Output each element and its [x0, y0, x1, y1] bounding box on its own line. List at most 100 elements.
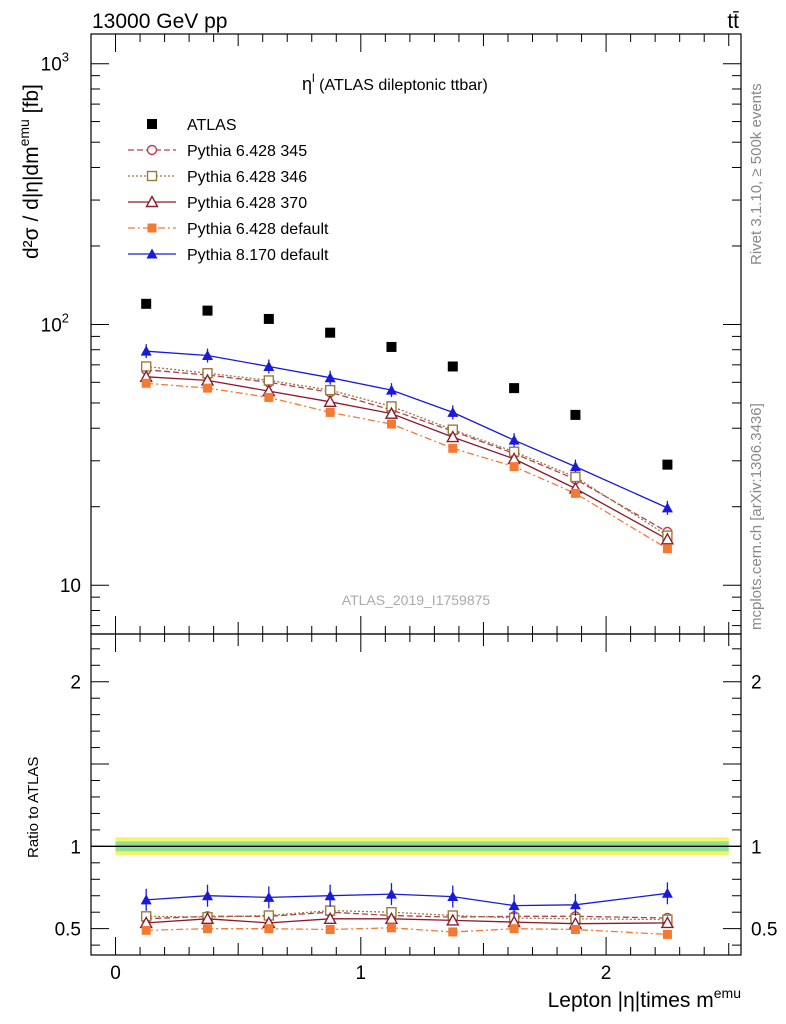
ratio-plot: 0.5 0.5 1 1 2 2 0 1 2: [55, 633, 777, 984]
data-point: [661, 502, 673, 513]
legend-marker: [147, 119, 157, 129]
legend-marker: [147, 223, 157, 233]
ratio-frame: [90, 633, 742, 956]
data-point: [263, 360, 275, 371]
data-point: [385, 384, 397, 395]
ratio-point: [447, 891, 459, 902]
ratio-y-tick-label-right: 0.5: [751, 920, 777, 941]
data-point: [508, 434, 520, 445]
data-point: [570, 488, 580, 498]
ratio-point: [662, 929, 672, 939]
ratio-point: [384, 911, 399, 924]
series-line: [146, 376, 668, 540]
ratio-point: [661, 887, 673, 898]
process-label: tt̄: [727, 10, 739, 33]
ratio-point: [202, 890, 214, 901]
y-tick-label: 103: [41, 50, 69, 76]
data-point: [140, 345, 152, 356]
legend-label: Pythia 6.428 370: [187, 195, 307, 212]
ratio-y-tick-label: 1: [70, 837, 81, 858]
y-axis-label: d²σ / d|η|dmemu [fb]: [16, 84, 43, 259]
data-point: [325, 327, 336, 338]
data-point: [325, 407, 335, 417]
data-point: [140, 361, 152, 372]
ratio-point: [448, 927, 458, 937]
rivet-label: Rivet 3.1.10, ≥ 500k events: [748, 83, 765, 265]
ratio-y-axis-label: Ratio to ATLAS: [25, 757, 42, 858]
data-point: [263, 313, 274, 324]
data-point: [264, 392, 274, 402]
main-plot-title: ηl (ATLAS dileptonic ttbar): [302, 71, 488, 94]
y-tick-label: 10: [60, 576, 81, 597]
ratio-y-tick-label: 0.5: [55, 920, 81, 941]
data-point: [384, 406, 399, 419]
data-point: [446, 430, 460, 443]
data-point: [570, 471, 581, 483]
data-point: [662, 459, 673, 470]
data-point: [141, 378, 151, 388]
x-tick-label: 1: [356, 963, 367, 984]
ratio-y-tick-label-right: 2: [751, 673, 762, 694]
ratio-y-tick-label: 2: [70, 673, 81, 694]
ratio-point: [385, 888, 397, 899]
ratio-point: [446, 913, 460, 926]
ratio-point: [264, 924, 274, 934]
ratio-point: [660, 915, 675, 929]
ratio-point: [203, 924, 213, 934]
x-tick-label: 0: [110, 963, 121, 984]
series-line: [146, 365, 668, 537]
ratio-point: [508, 900, 520, 911]
ratio-point: [140, 894, 152, 905]
ratio-point: [325, 924, 335, 934]
energy-label: 13000 GeV pp: [92, 10, 227, 33]
legend-marker: [146, 144, 158, 156]
data-point: [386, 341, 397, 352]
ratio-line: [146, 892, 668, 907]
x-tick-label: 2: [601, 963, 612, 984]
ratio-line: [146, 909, 668, 921]
ratio-point: [141, 925, 151, 935]
data-point: [447, 406, 459, 417]
legend-label: Pythia 6.428 345: [187, 143, 307, 160]
legend-marker: [146, 248, 158, 259]
ratio-point: [324, 890, 336, 901]
legend-label: ATLAS: [187, 117, 237, 134]
ratio-point: [386, 923, 396, 933]
series-line: [146, 369, 668, 533]
ratio-line: [146, 918, 668, 925]
data-point: [202, 350, 214, 361]
data-point: [570, 409, 581, 420]
ratio-point: [263, 891, 275, 902]
data-point: [660, 532, 675, 545]
ratio-point: [509, 924, 519, 934]
ratio-point: [323, 911, 337, 924]
data-point: [323, 394, 337, 408]
data-point: [141, 298, 152, 309]
y-tick-label: 102: [41, 310, 69, 336]
data-point: [202, 305, 213, 316]
legend-label: Pythia 6.428 346: [187, 169, 307, 186]
ratio-point: [200, 911, 215, 924]
legend-label: Pythia 8.170 default: [187, 247, 329, 264]
data-point: [324, 384, 336, 396]
legend-label: Pythia 6.428 default: [187, 221, 329, 238]
legend-marker: [145, 195, 159, 208]
ratio-y-tick-label-right: 1: [751, 837, 762, 858]
ratio-line: [146, 927, 668, 936]
data-point: [448, 443, 458, 453]
data-point: [263, 375, 275, 386]
data-point: [386, 419, 396, 429]
mcplots-label: mcplots.cern.ch [arXiv:1306.3436]: [748, 403, 765, 630]
data-point: [569, 461, 581, 472]
data-point: [509, 383, 520, 394]
data-point: [203, 383, 213, 393]
main-plot: ATLAS Pythia 6.428 345 Pythia 6.428 346 Pyt…: [41, 33, 742, 635]
ratio-point: [569, 899, 581, 910]
data-point: [509, 462, 519, 472]
data-point: [662, 544, 672, 554]
ratio-point: [570, 924, 580, 934]
watermark: ATLAS_2019_I1759875: [342, 592, 491, 608]
legend-marker: [146, 170, 158, 182]
x-axis-label: Lepton |η|times memu: [548, 985, 741, 1012]
